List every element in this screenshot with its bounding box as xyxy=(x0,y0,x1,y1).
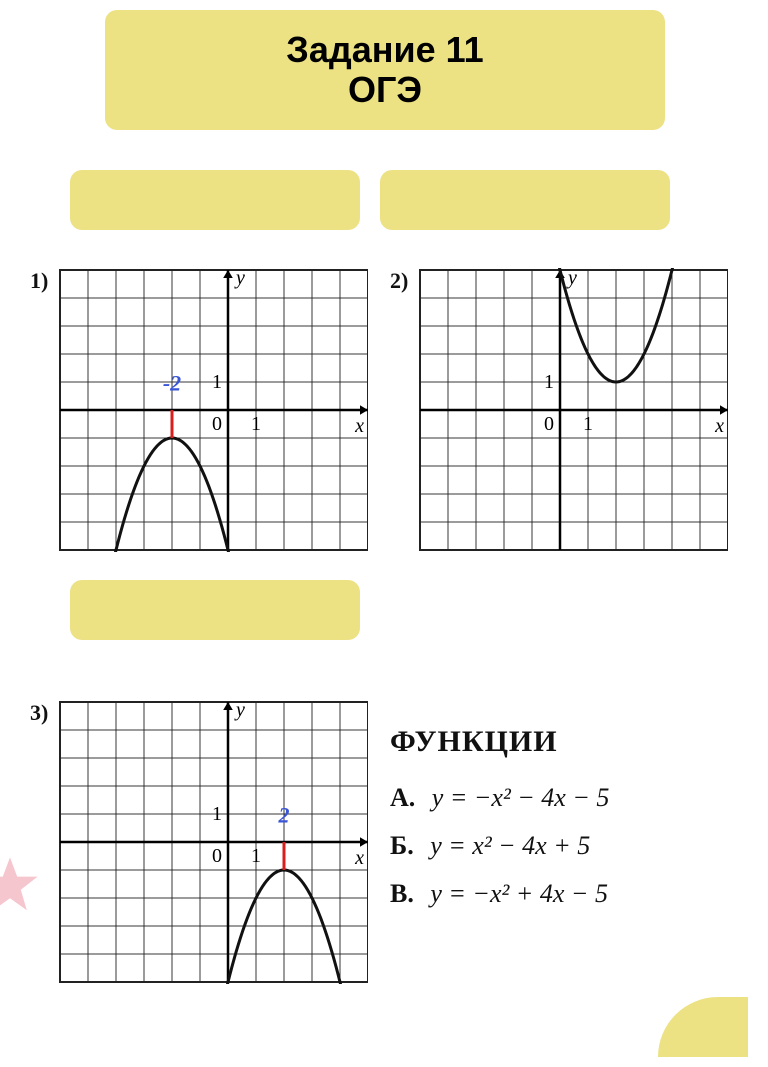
svg-text:1: 1 xyxy=(251,413,261,435)
svg-text:1: 1 xyxy=(212,371,222,393)
svg-text:1: 1 xyxy=(212,803,222,825)
yellow-box-1 xyxy=(70,170,360,230)
svg-text:1: 1 xyxy=(544,371,554,393)
graph-2: 2) 0 1 1 x y xyxy=(390,268,728,552)
svg-text:0: 0 xyxy=(544,413,554,435)
graph-2-svg: 0 1 1 x y xyxy=(390,268,728,552)
svg-text:x: x xyxy=(354,415,364,437)
graph-3: 3) 0 1 1 x y 2 xyxy=(30,700,368,984)
corner-shape xyxy=(658,997,748,1057)
yellow-box-3 xyxy=(70,580,360,640)
function-a: А. y = −x² − 4x − 5 xyxy=(390,783,609,813)
graph-1: 1) 0 1 1 x y -2 xyxy=(30,268,368,552)
svg-text:y: y xyxy=(234,700,245,721)
svg-text:0: 0 xyxy=(212,413,222,435)
yellow-box-2 xyxy=(380,170,670,230)
svg-text:x: x xyxy=(714,415,724,437)
functions-block: ФУНКЦИИ А. y = −x² − 4x − 5 Б. y = x² − … xyxy=(390,725,609,927)
function-b-letter: Б. xyxy=(390,831,414,860)
functions-heading: ФУНКЦИИ xyxy=(390,725,609,759)
svg-text:y: y xyxy=(566,268,577,289)
function-b-formula: y = x² − 4x + 5 xyxy=(430,831,590,860)
function-c-letter: В. xyxy=(390,879,414,908)
svg-text:y: y xyxy=(234,268,245,289)
graph-1-label: 1) xyxy=(30,268,48,294)
star-icon xyxy=(0,855,40,915)
graph-1-svg: 0 1 1 x y -2 xyxy=(30,268,368,552)
svg-text:2: 2 xyxy=(278,802,290,827)
function-a-formula: y = −x² − 4x − 5 xyxy=(432,783,610,812)
graph-3-svg: 0 1 1 x y 2 xyxy=(30,700,368,984)
function-c-formula: y = −x² + 4x − 5 xyxy=(430,879,608,908)
title-line2: ОГЭ xyxy=(348,70,422,110)
function-a-letter: А. xyxy=(390,783,415,812)
svg-text:0: 0 xyxy=(212,845,222,867)
svg-text:-2: -2 xyxy=(163,370,181,395)
graph-2-label: 2) xyxy=(390,268,408,294)
title-line1: Задание 11 xyxy=(286,30,483,70)
function-c: В. y = −x² + 4x − 5 xyxy=(390,879,609,909)
graph-3-label: 3) xyxy=(30,700,48,726)
svg-text:1: 1 xyxy=(583,413,593,435)
title-block: Задание 11 ОГЭ xyxy=(105,10,665,130)
function-b: Б. y = x² − 4x + 5 xyxy=(390,831,609,861)
svg-text:x: x xyxy=(354,847,364,869)
svg-text:1: 1 xyxy=(251,845,261,867)
